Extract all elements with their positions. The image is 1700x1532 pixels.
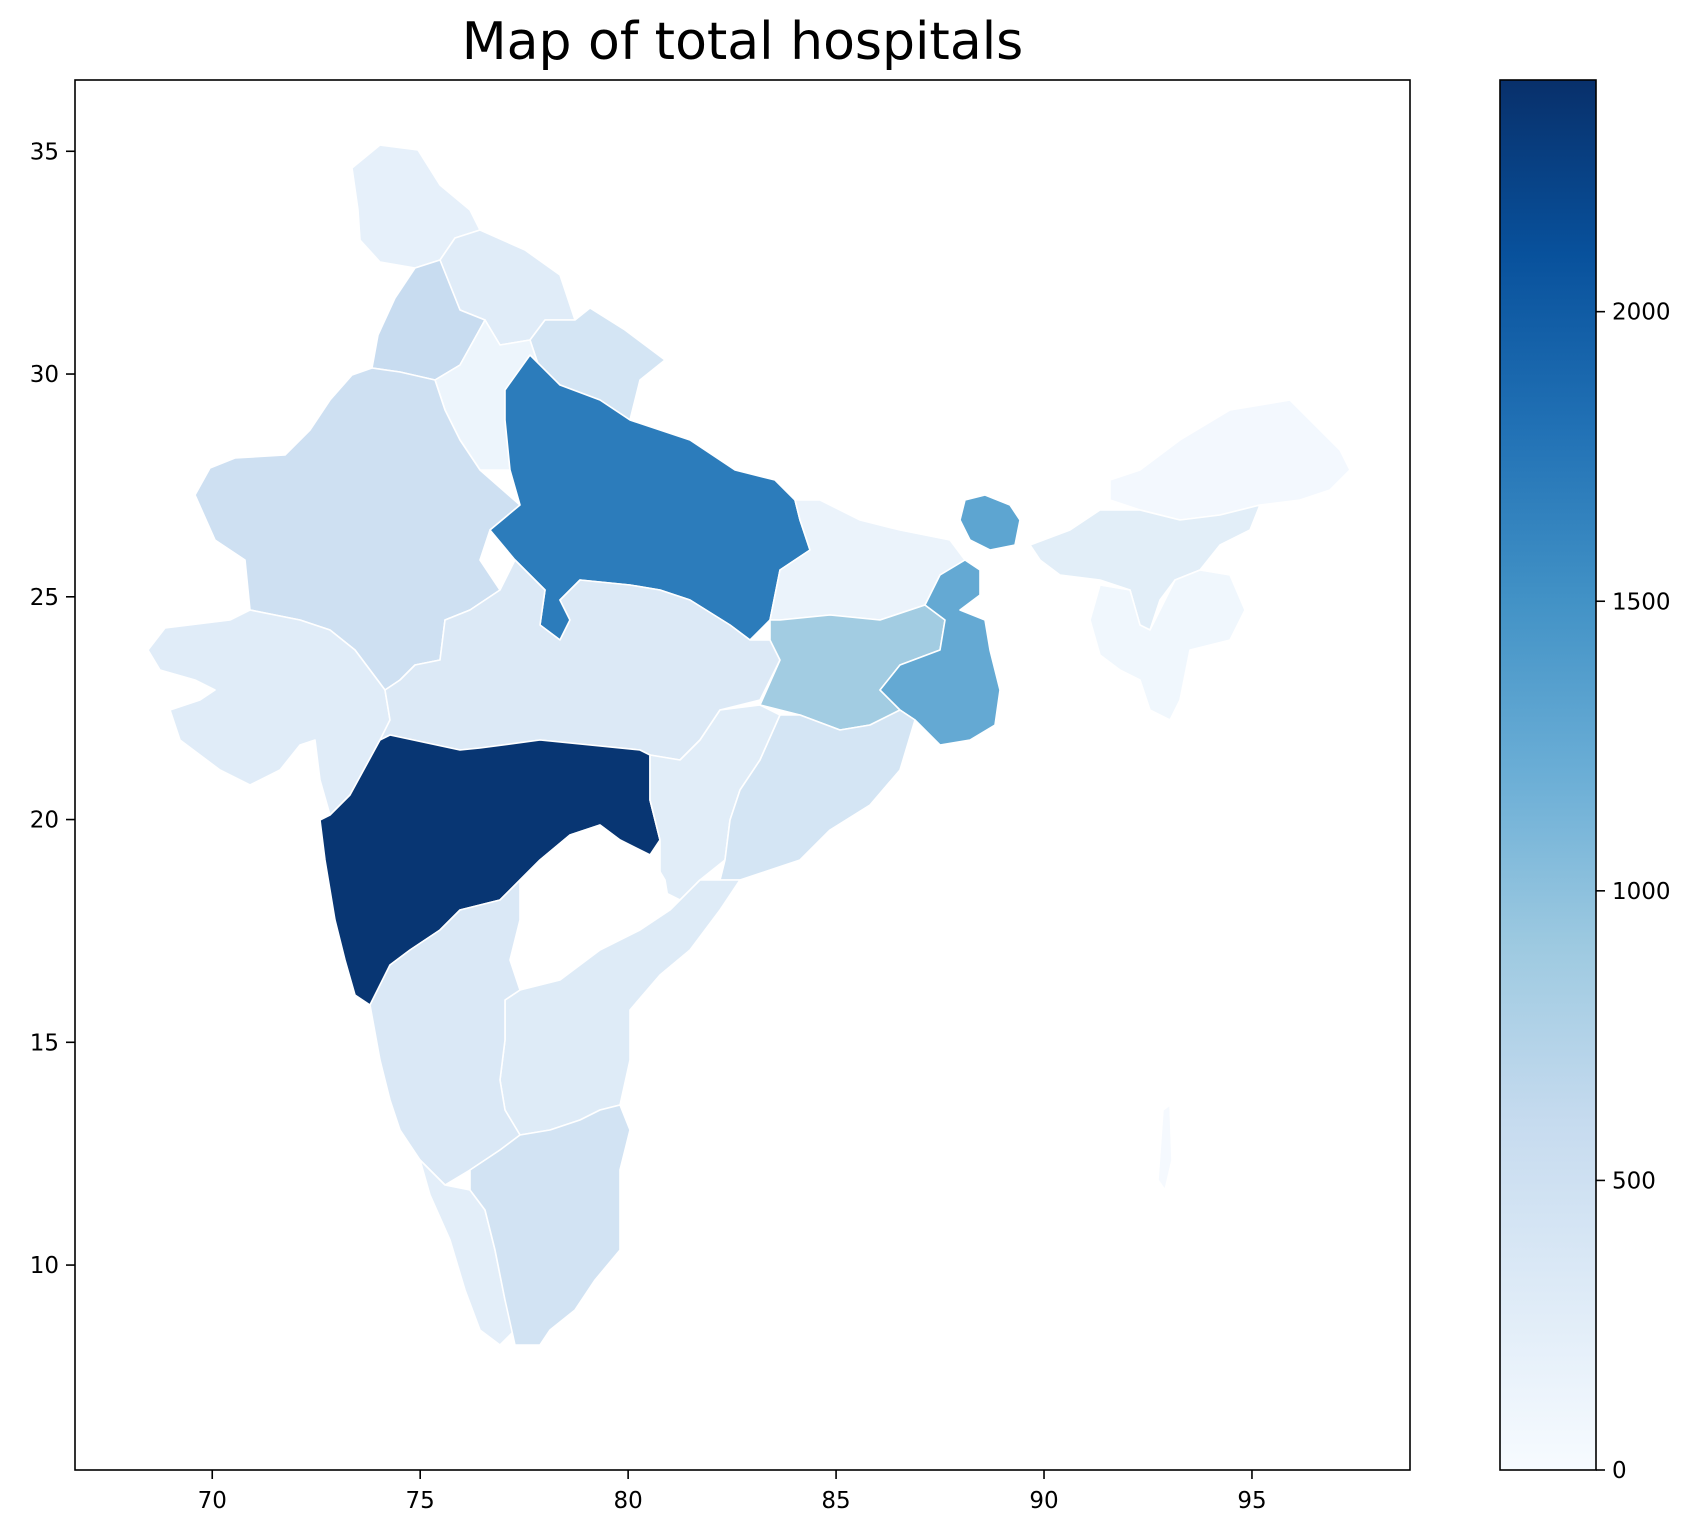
y-tick-label: 15 — [30, 1030, 59, 1056]
region-ne — [1109, 399, 1351, 521]
y-tick-label: 10 — [30, 1253, 59, 1279]
colorbar-tick-label: 2000 — [1612, 300, 1671, 326]
region-sk — [959, 494, 1021, 551]
x-tick-label: 95 — [1237, 1488, 1266, 1514]
region-mz — [1089, 569, 1246, 721]
region-an — [1157, 1104, 1173, 1191]
x-axis-ticks: 70 75 80 85 90 95 — [198, 1470, 1267, 1514]
x-tick-label: 90 — [1029, 1488, 1058, 1514]
colorbar-ticks: 0 500 1000 1500 2000 — [1596, 300, 1671, 1484]
y-axis-ticks: 10 15 20 25 30 35 — [30, 139, 75, 1279]
x-tick-label: 85 — [821, 1488, 850, 1514]
colorbar-tick-label: 500 — [1612, 1168, 1656, 1194]
y-tick-label: 25 — [30, 585, 59, 611]
x-tick-label: 80 — [613, 1488, 642, 1514]
colorbar-tick-label: 1000 — [1612, 879, 1671, 905]
region-ka — [369, 879, 521, 1186]
colorbar — [1499, 79, 1597, 1471]
map-regions — [147, 144, 1351, 1346]
plot-frame — [74, 79, 1411, 1471]
y-tick-label: 20 — [30, 808, 59, 834]
x-tick-label: 75 — [406, 1488, 435, 1514]
y-tick-label: 30 — [30, 362, 59, 388]
colorbar-tick-label: 0 — [1612, 1458, 1627, 1484]
x-tick-label: 70 — [198, 1488, 227, 1514]
region-tn — [469, 1104, 631, 1346]
region-gj — [147, 609, 391, 816]
chart-title: Map of total hospitals — [461, 12, 1024, 72]
region-wb — [879, 559, 1001, 746]
colorbar-tick-label: 1500 — [1612, 589, 1671, 615]
y-tick-label: 35 — [30, 139, 59, 165]
